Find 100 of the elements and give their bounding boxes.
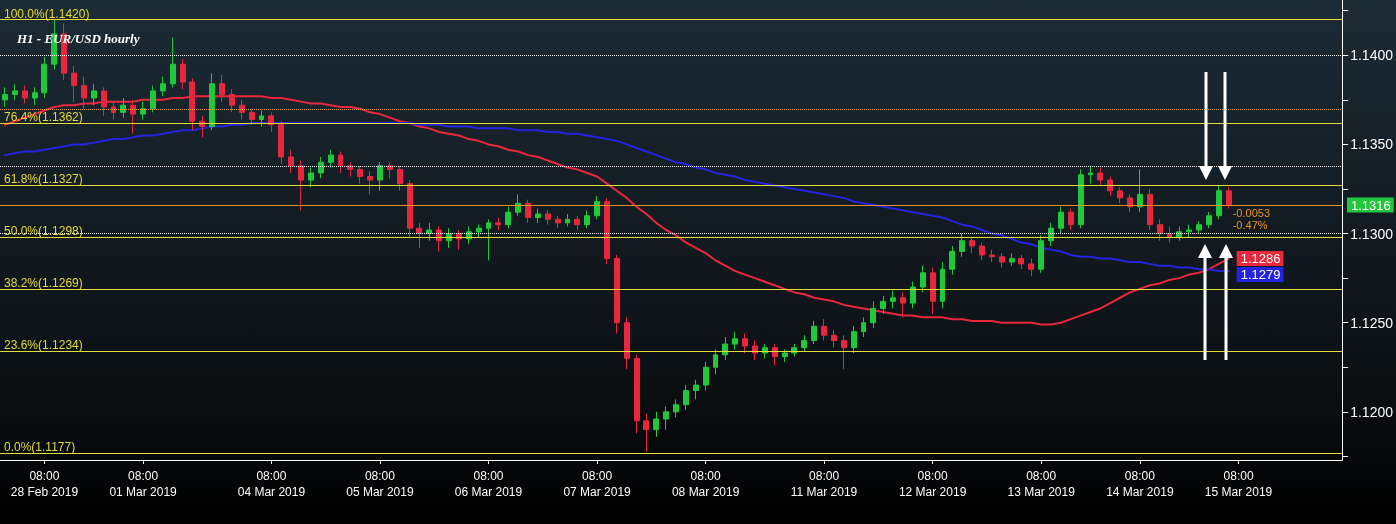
candlestick (1097, 167, 1103, 186)
x-tick-label: 08:00 11 Mar 2019 (790, 469, 858, 499)
candlestick (239, 99, 245, 120)
candlestick (525, 199, 531, 224)
x-tick-label: 08:00 06 Mar 2019 (454, 469, 523, 499)
data-label: 1.1279 (1240, 267, 1281, 283)
candlestick (861, 316, 866, 338)
candlestick (713, 348, 718, 375)
y-tick-label: 1.1350 (1350, 136, 1394, 153)
candlestick (308, 167, 314, 188)
candlestick (831, 329, 837, 349)
x-tick-label: 08:00 04 Mar 2019 (237, 469, 306, 499)
candlestick (1127, 193, 1133, 213)
candlestick (841, 334, 847, 370)
candlestick (446, 227, 452, 249)
text: 1.1316 (1351, 197, 1391, 213)
candlestick (288, 149, 294, 174)
candlestick (890, 290, 896, 309)
candlestick (367, 170, 373, 195)
candlestick (772, 343, 778, 366)
candlestick (357, 165, 363, 185)
candlestick (910, 281, 916, 309)
candlestick (41, 56, 47, 99)
candlestick (1088, 165, 1093, 185)
candlestick (1068, 208, 1074, 231)
y-tick-label: 1.1300 (1350, 225, 1394, 242)
candlestick (742, 332, 748, 354)
candlestick (1157, 218, 1163, 242)
candlestick (387, 161, 393, 179)
x-tick-label: 08:00 08 Mar 2019 (671, 469, 740, 499)
candlestick (397, 165, 403, 192)
candlestick (22, 85, 28, 104)
candlestick (209, 72, 215, 131)
annotation: -0.47% (1232, 218, 1268, 231)
candlestick (1018, 254, 1024, 270)
candlestick (120, 97, 126, 119)
candlestick (1058, 206, 1064, 235)
candlestick (624, 316, 630, 370)
candlestick (180, 58, 186, 90)
candlestick (32, 86, 38, 106)
candlestick (1176, 225, 1182, 242)
candlestick (574, 215, 580, 231)
candlestick (71, 65, 77, 103)
candlestick (880, 295, 886, 315)
candlestick (722, 336, 728, 361)
x-tick-label: 08:00 13 Mar 2019 (1007, 469, 1076, 499)
candlestick (426, 222, 432, 242)
candlestick (604, 197, 610, 265)
ref-line-label: 38.2%(1.1269) (4, 275, 83, 290)
candlestick (476, 224, 482, 238)
candlestick (1186, 224, 1192, 238)
x-tick-label: 08:00 12 Mar 2019 (898, 469, 967, 499)
candlestick (328, 149, 334, 169)
x-tick-label: 08:00 01 Mar 2019 (109, 469, 178, 499)
candlestick (347, 161, 353, 178)
candlestick (486, 218, 491, 261)
candlestick (703, 361, 709, 391)
ref-line-label: 100.0%(1.1420) (4, 6, 90, 21)
data-label: 1.1286 (1240, 251, 1281, 267)
candlestick (545, 209, 551, 226)
candlestick (150, 85, 156, 113)
candlestick (407, 179, 413, 238)
x-tick-label: 08:00 14 Mar 2019 (1106, 469, 1174, 499)
candlestick (130, 99, 136, 135)
candlestick (959, 233, 965, 258)
candlestick (870, 300, 876, 329)
candlestick (515, 193, 521, 217)
candlestick (416, 222, 422, 249)
line-series (3, 122, 1230, 273)
candlestick (249, 108, 255, 126)
candlestick (259, 110, 264, 128)
candlestick (614, 254, 620, 334)
candlestick (673, 398, 679, 418)
candlestick (1147, 188, 1153, 231)
candlestick (318, 156, 324, 179)
candlestick (1117, 186, 1123, 204)
candlestick (1009, 252, 1015, 267)
candlestick (949, 245, 955, 276)
candlestick (584, 209, 590, 229)
candlestick (594, 195, 600, 220)
y-tick-label: 1.1400 (1350, 47, 1394, 64)
x-tick-label: 08:00 05 Mar 2019 (346, 469, 414, 499)
candlestick (505, 206, 511, 229)
y-tick-label: 1.1250 (1350, 314, 1394, 331)
candlestick (653, 411, 659, 438)
candlestick (1206, 211, 1212, 229)
candlestick (1196, 220, 1202, 235)
candlestick (801, 334, 807, 352)
candlestick (930, 266, 936, 315)
candlestick (900, 291, 906, 318)
candlestick (1048, 222, 1054, 247)
candlestick (634, 354, 640, 434)
ref-line-label: 23.6%(1.1234) (4, 338, 83, 353)
candlestick (851, 325, 857, 354)
x-tick-label: 08:00 28 Feb 2019 (10, 469, 79, 499)
ref-line-label: 0.0%(1.1177) (4, 439, 76, 454)
candlestick (555, 215, 561, 229)
candlestick (377, 161, 383, 192)
x-tick-label: 08:00 15 Mar 2019 (1204, 469, 1273, 499)
candlestick (979, 241, 985, 261)
